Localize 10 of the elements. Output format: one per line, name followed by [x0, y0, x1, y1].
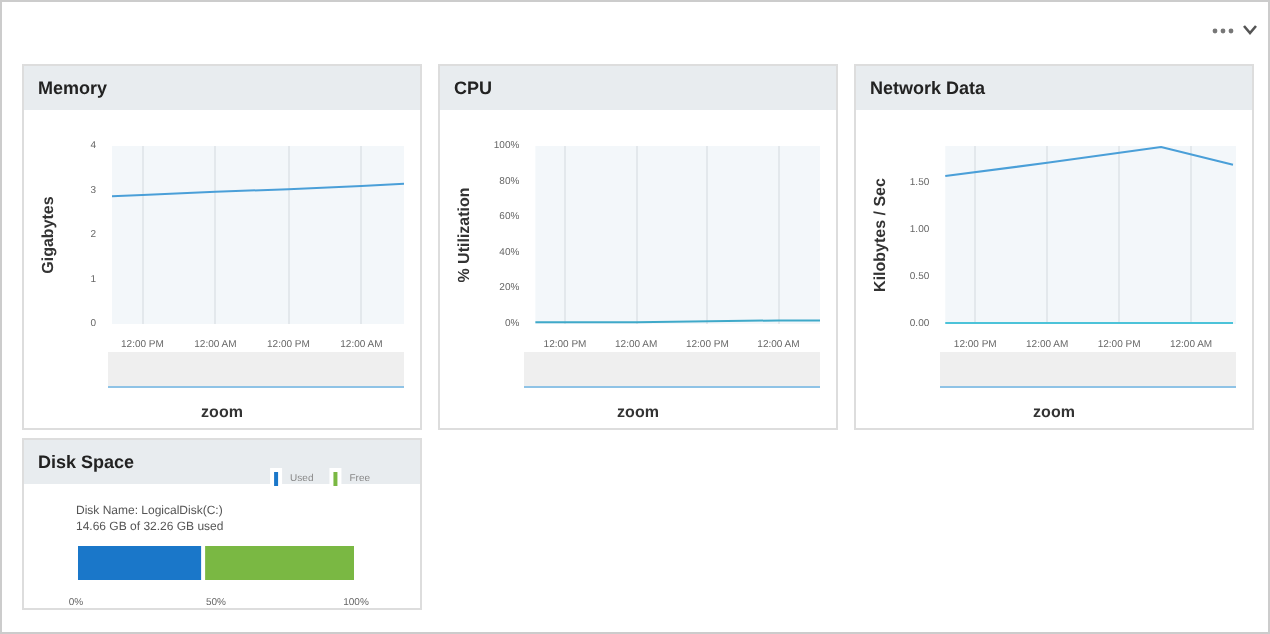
y-axis-title: % Utilization: [455, 187, 473, 283]
text: zoom: [1033, 403, 1075, 421]
y-axis-title: Kilobytes / Sec: [871, 177, 889, 292]
chart-title: Network Data: [856, 66, 1252, 110]
chart-title: Memory: [24, 66, 420, 110]
y-axis-title: Gigabytes: [39, 195, 57, 274]
chart-title: CPU: [440, 66, 836, 110]
text: zoom: [201, 403, 243, 421]
text: zoom: [617, 403, 659, 421]
chart-title: Disk Space: [38, 452, 135, 472]
